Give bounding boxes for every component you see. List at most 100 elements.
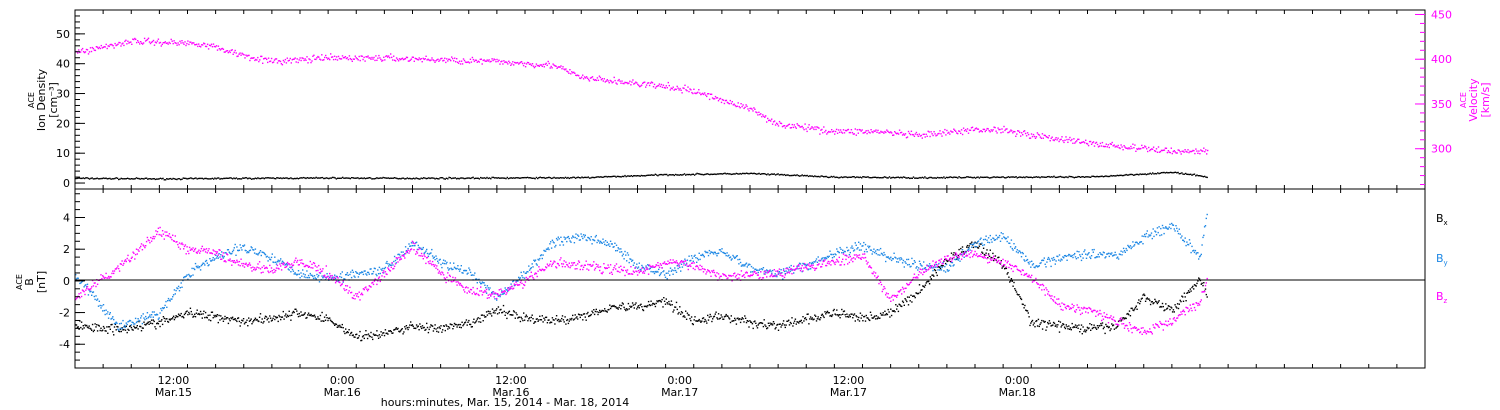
by-point	[608, 243, 610, 245]
density-point	[1097, 176, 1099, 178]
velocity-point	[424, 58, 426, 60]
by-point	[1093, 248, 1095, 251]
by-point	[803, 263, 805, 265]
density-point	[849, 176, 851, 178]
by-point	[699, 258, 701, 261]
bx-point	[1068, 328, 1071, 330]
by-point	[671, 269, 673, 271]
by-point	[738, 263, 740, 265]
velocity-point	[1070, 139, 1072, 142]
bz-point	[113, 272, 115, 275]
by-point	[854, 242, 856, 244]
bz-point	[202, 250, 204, 252]
by-point	[491, 291, 494, 293]
velocity-point	[86, 49, 89, 51]
density-point	[107, 177, 110, 180]
bx-point	[863, 316, 865, 318]
density-point	[621, 175, 624, 178]
velocity-point	[1091, 142, 1094, 144]
bx-point	[697, 320, 700, 322]
bx-point	[820, 314, 823, 316]
density-point	[535, 176, 538, 179]
by-point	[871, 253, 873, 255]
density-point	[178, 178, 181, 180]
by-point	[931, 267, 933, 269]
by-point	[564, 238, 566, 240]
by-point	[550, 247, 553, 249]
by-point	[602, 238, 604, 240]
bx-point	[946, 260, 948, 263]
by-point	[846, 246, 848, 249]
bz-point	[230, 260, 232, 262]
velocity-point	[539, 64, 541, 66]
bz-point	[272, 272, 274, 274]
bx-point	[734, 317, 736, 320]
bx-point	[791, 317, 793, 319]
bx-point	[118, 330, 120, 332]
velocity-point	[597, 79, 600, 81]
velocity-point	[774, 124, 777, 126]
density-point	[687, 173, 689, 176]
by-point	[659, 273, 662, 275]
velocity-point	[318, 56, 320, 58]
bx-point	[258, 320, 260, 323]
bx-point	[1149, 303, 1152, 306]
density-point	[296, 177, 298, 179]
bx-point	[364, 334, 366, 336]
by-point	[664, 276, 667, 278]
bx-point	[608, 308, 610, 311]
density-point	[1049, 176, 1051, 178]
bx-point	[890, 308, 892, 310]
by-point	[643, 268, 646, 270]
velocity-point	[109, 44, 111, 46]
bz-point	[226, 254, 229, 256]
by-point	[798, 262, 801, 264]
by-point	[1182, 239, 1185, 242]
bx-point	[210, 319, 212, 322]
velocity-point	[872, 131, 874, 134]
by-point	[538, 259, 540, 261]
bx-point	[696, 320, 699, 322]
velocity-point	[463, 59, 466, 62]
velocity-point	[253, 57, 255, 59]
density-point	[1039, 177, 1041, 179]
bz-point	[154, 235, 156, 238]
bz-point	[79, 297, 81, 299]
bx-point	[168, 318, 171, 320]
density-point	[1045, 176, 1048, 178]
density-point	[804, 174, 806, 177]
velocity-point	[980, 130, 982, 132]
bx-point	[415, 327, 417, 330]
bz-point	[222, 252, 225, 254]
bx-point	[550, 321, 552, 323]
by-point	[1053, 258, 1056, 261]
bx-point	[345, 328, 347, 330]
velocity-point	[881, 131, 883, 133]
bx-point	[275, 316, 277, 318]
velocity-point	[831, 129, 833, 131]
by-point	[216, 255, 219, 257]
by-point	[342, 281, 344, 283]
density-point	[386, 177, 388, 179]
by-point	[1062, 256, 1064, 258]
by-point	[593, 239, 596, 242]
by-point	[169, 300, 171, 302]
velocity-point	[314, 58, 316, 60]
bx-point	[805, 318, 808, 321]
density-point	[401, 177, 403, 179]
density-point	[547, 177, 549, 179]
by-point	[801, 270, 803, 273]
by-point	[95, 295, 97, 297]
density-point	[1178, 173, 1180, 175]
velocity-point	[799, 126, 801, 128]
by-point	[701, 254, 703, 257]
bx-point	[713, 315, 716, 317]
velocity-point	[389, 57, 391, 59]
by-point	[615, 244, 618, 246]
by-point	[156, 313, 158, 315]
bx-point	[119, 328, 122, 330]
by-point	[1052, 259, 1054, 261]
by-point	[642, 267, 645, 269]
by-point	[451, 268, 453, 271]
by-point	[121, 328, 123, 330]
